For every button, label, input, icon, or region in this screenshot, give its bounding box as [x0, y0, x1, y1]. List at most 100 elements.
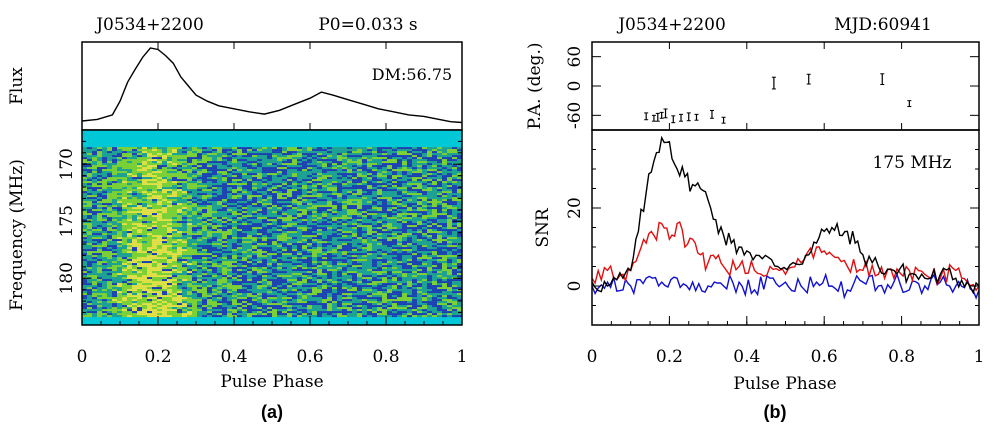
heatmap-cell: [187, 199, 192, 202]
heatmap-cell: [87, 235, 92, 238]
heatmap-cell: [242, 245, 247, 248]
heatmap-cell: [82, 211, 87, 214]
heatmap-cell: [127, 161, 132, 164]
heatmap-cell: [127, 157, 132, 160]
heatmap-cell: [232, 277, 237, 280]
heatmap-cell: [377, 201, 382, 204]
heatmap-cell: [277, 241, 282, 244]
heatmap-cell: [87, 241, 92, 244]
heatmap-cell: [372, 247, 377, 250]
heatmap-cell: [132, 227, 137, 230]
heatmap-cell: [282, 275, 287, 278]
heatmap-cell: [382, 215, 387, 218]
heatmap-cell: [242, 205, 247, 208]
heatmap-cell: [197, 221, 202, 224]
heatmap-cell: [432, 189, 437, 192]
heatmap-cell: [92, 153, 97, 156]
heatmap-cell: [312, 261, 317, 264]
heatmap-cell: [297, 213, 302, 216]
heatmap-cell: [402, 151, 407, 154]
heatmap-cell: [362, 177, 367, 180]
heatmap-cell: [257, 261, 262, 264]
heatmap-cell: [167, 219, 172, 222]
heatmap-cell: [222, 219, 227, 222]
heatmap-cell: [417, 257, 422, 260]
heatmap-cell: [427, 221, 432, 224]
heatmap-cell: [332, 189, 337, 192]
heatmap-cell: [347, 175, 352, 178]
heatmap-cell: [387, 217, 392, 220]
heatmap-cell: [137, 215, 142, 218]
heatmap-cell: [367, 147, 372, 150]
heatmap-cell: [142, 183, 147, 186]
heatmap-cell: [252, 161, 257, 164]
heatmap-cell: [327, 157, 332, 160]
heatmap-cell: [127, 243, 132, 246]
heatmap-cell: [407, 199, 412, 202]
heatmap-cell: [422, 197, 427, 200]
heatmap-cell: [387, 153, 392, 156]
heatmap-cell: [362, 275, 367, 278]
heatmap-cell: [242, 181, 247, 184]
heatmap-cell: [217, 211, 222, 214]
heatmap-cell: [102, 185, 107, 188]
heatmap-cell: [217, 229, 222, 232]
heatmap-cell: [137, 163, 142, 166]
heatmap-cell: [352, 151, 357, 154]
heatmap-cell: [142, 241, 147, 244]
heatmap-cell: [122, 163, 127, 166]
heatmap-cell: [307, 215, 312, 218]
heatmap-cell: [327, 161, 332, 164]
heatmap-cell: [137, 185, 142, 188]
heatmap-cell: [427, 175, 432, 178]
heatmap-cell: [417, 213, 422, 216]
heatmap-cell: [307, 157, 312, 160]
heatmap-cell: [287, 179, 292, 182]
heatmap-cell: [317, 167, 322, 170]
heatmap-cell: [272, 157, 277, 160]
heatmap-cell: [147, 231, 152, 234]
heatmap-cell: [177, 223, 182, 226]
heatmap-cell: [217, 193, 222, 196]
heatmap-cell: [307, 243, 312, 246]
heatmap-cell: [332, 161, 337, 164]
heatmap-cell: [97, 257, 102, 260]
heatmap-cell: [122, 213, 127, 216]
heatmap-cell: [352, 249, 357, 252]
heatmap-cell: [87, 261, 92, 264]
heatmap-cell: [217, 267, 222, 270]
heatmap-cell: [267, 155, 272, 158]
heatmap-cell: [172, 243, 177, 246]
heatmap-cell: [237, 229, 242, 232]
heatmap-cell: [102, 207, 107, 210]
heatmap-cell: [157, 243, 162, 246]
heatmap-cell: [282, 239, 287, 242]
heatmap-cell: [402, 229, 407, 232]
heatmap-cell: [442, 271, 447, 274]
heatmap-cell: [232, 197, 237, 200]
heatmap-cell: [332, 191, 337, 194]
heatmap-cell: [192, 185, 197, 188]
heatmap-cell: [292, 155, 297, 158]
heatmap-cell: [122, 183, 127, 186]
heatmap-cell: [157, 265, 162, 268]
heatmap-cell: [147, 239, 152, 242]
heatmap-cell: [382, 151, 387, 154]
heatmap-cell: [132, 203, 137, 206]
heatmap-cell: [367, 265, 372, 268]
heatmap-cell: [357, 227, 362, 230]
heatmap-cell: [432, 261, 437, 264]
heatmap-cell: [187, 213, 192, 216]
heatmap-cell: [437, 211, 442, 214]
heatmap-cell: [97, 213, 102, 216]
heatmap-cell: [442, 147, 447, 150]
heatmap-cell: [342, 173, 347, 176]
heatmap-cell: [97, 189, 102, 192]
heatmap-cell: [92, 233, 97, 236]
heatmap-cell: [202, 205, 207, 208]
heatmap-cell: [152, 257, 157, 260]
heatmap-cell: [332, 243, 337, 246]
heatmap-cell: [282, 205, 287, 208]
heatmap-cell: [242, 247, 247, 250]
heatmap-cell: [117, 243, 122, 246]
